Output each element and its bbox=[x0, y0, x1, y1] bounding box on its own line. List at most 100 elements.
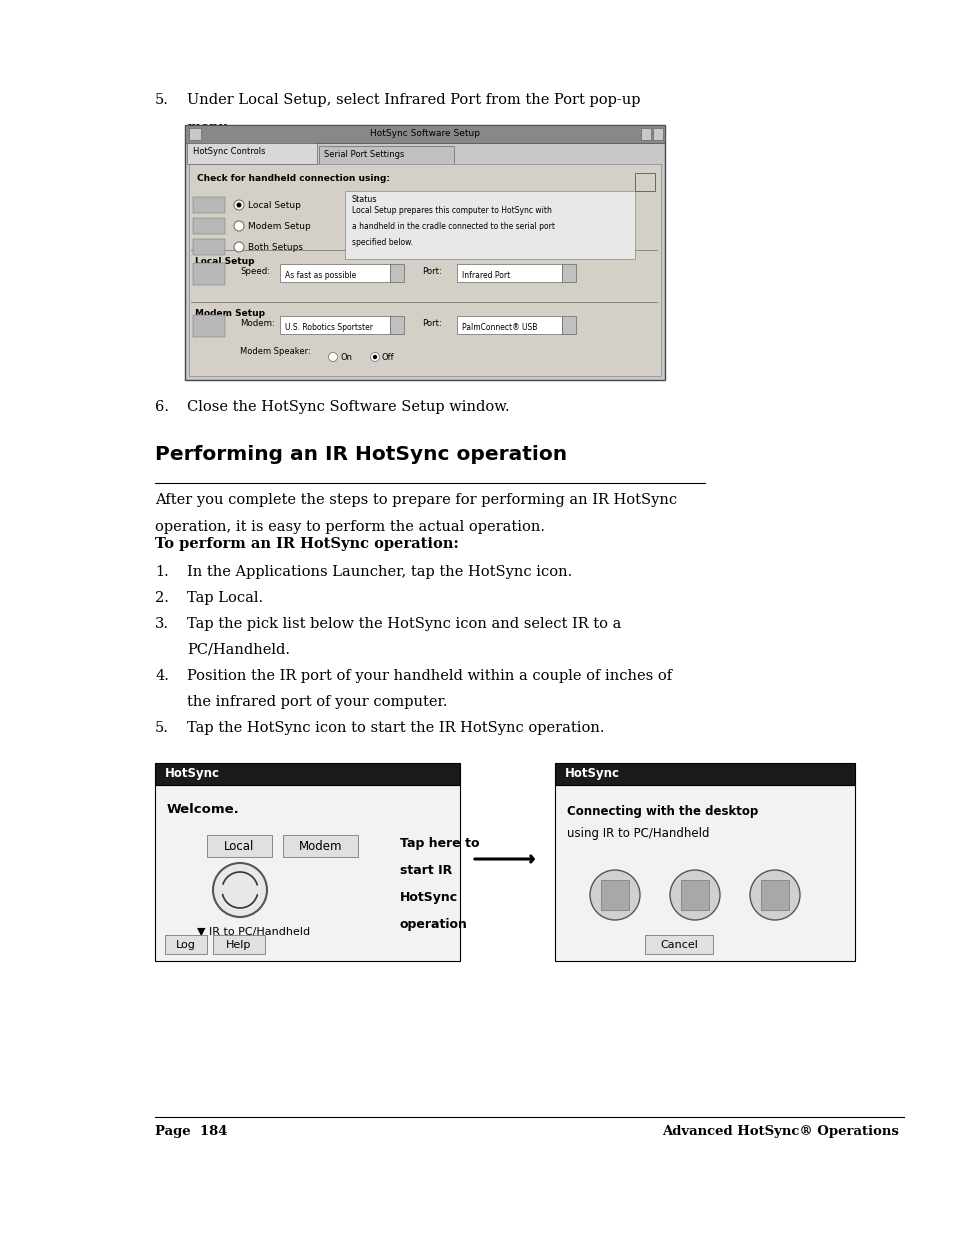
Text: Speed:: Speed: bbox=[240, 267, 270, 275]
Text: ▼: ▼ bbox=[566, 324, 571, 329]
Circle shape bbox=[370, 352, 379, 362]
Text: Modem Speaker:: Modem Speaker: bbox=[240, 347, 311, 356]
Text: Modem Setup: Modem Setup bbox=[194, 309, 265, 317]
Text: operation, it is easy to perform the actual operation.: operation, it is easy to perform the act… bbox=[154, 520, 544, 534]
Text: ▼: ▼ bbox=[395, 270, 399, 275]
Bar bbox=[635, 173, 655, 191]
Text: Local Setup: Local Setup bbox=[248, 201, 300, 210]
Text: ?: ? bbox=[642, 178, 647, 186]
Text: 3.: 3. bbox=[154, 618, 169, 631]
Text: Infrared Port: Infrared Port bbox=[461, 270, 510, 280]
Text: HotSync: HotSync bbox=[165, 767, 220, 781]
Text: Serial Port Settings: Serial Port Settings bbox=[324, 149, 404, 159]
Text: PC/Handheld.: PC/Handheld. bbox=[187, 643, 290, 657]
Text: To perform an IR HotSync operation:: To perform an IR HotSync operation: bbox=[154, 537, 458, 551]
FancyBboxPatch shape bbox=[213, 935, 265, 953]
FancyBboxPatch shape bbox=[283, 835, 357, 857]
Bar bbox=[185, 125, 664, 143]
Bar bbox=[640, 128, 650, 140]
Text: Close the HotSync Software Setup window.: Close the HotSync Software Setup window. bbox=[187, 400, 509, 414]
Bar bbox=[555, 763, 854, 785]
Circle shape bbox=[328, 352, 337, 362]
Text: menu.: menu. bbox=[187, 121, 233, 135]
Text: 4.: 4. bbox=[154, 669, 169, 683]
Text: 2.: 2. bbox=[154, 592, 169, 605]
Circle shape bbox=[669, 869, 720, 920]
Text: Under Local Setup, select Infrared Port from the Port pop-up: Under Local Setup, select Infrared Port … bbox=[187, 93, 639, 107]
Text: 5.: 5. bbox=[154, 93, 169, 107]
Text: Port:: Port: bbox=[421, 319, 441, 329]
Bar bbox=[345, 191, 635, 259]
Bar bbox=[456, 264, 561, 282]
Bar bbox=[280, 316, 390, 333]
Bar bbox=[561, 316, 576, 333]
Bar bbox=[456, 316, 561, 333]
Text: Both Setups: Both Setups bbox=[248, 243, 303, 252]
Bar bbox=[193, 198, 225, 212]
Circle shape bbox=[213, 863, 267, 918]
Bar bbox=[187, 143, 316, 164]
Bar bbox=[561, 264, 576, 282]
Bar bbox=[189, 164, 660, 375]
Text: HotSync Software Setup: HotSync Software Setup bbox=[370, 130, 479, 138]
Bar bbox=[390, 264, 403, 282]
Text: Check for handheld connection using:: Check for handheld connection using: bbox=[196, 174, 390, 183]
Bar bbox=[390, 316, 403, 333]
Text: As fast as possible: As fast as possible bbox=[285, 270, 355, 280]
Text: Performing an IR HotSync operation: Performing an IR HotSync operation bbox=[154, 445, 566, 464]
Text: Connecting with the desktop: Connecting with the desktop bbox=[566, 805, 758, 818]
Bar bbox=[760, 881, 788, 910]
Text: Cancel: Cancel bbox=[659, 940, 698, 950]
Text: 6.: 6. bbox=[154, 400, 169, 414]
Bar bbox=[280, 264, 390, 282]
Bar bbox=[555, 785, 854, 961]
Circle shape bbox=[749, 869, 800, 920]
Circle shape bbox=[236, 203, 241, 207]
Text: Modem: Modem bbox=[298, 840, 342, 852]
Text: Position the IR port of your handheld within a couple of inches of: Position the IR port of your handheld wi… bbox=[187, 669, 672, 683]
Text: In the Applications Launcher, tap the HotSync icon.: In the Applications Launcher, tap the Ho… bbox=[187, 564, 572, 579]
Text: Help: Help bbox=[226, 940, 252, 950]
Text: Page  184: Page 184 bbox=[154, 1125, 227, 1137]
Text: Port:: Port: bbox=[421, 267, 441, 275]
Text: 5.: 5. bbox=[154, 721, 169, 735]
Circle shape bbox=[233, 221, 244, 231]
Text: Modem:: Modem: bbox=[240, 319, 274, 329]
Text: Status: Status bbox=[352, 195, 377, 204]
Text: U.S. Robotics Sportster: U.S. Robotics Sportster bbox=[285, 324, 373, 332]
Text: HotSync: HotSync bbox=[399, 890, 457, 904]
Bar bbox=[185, 125, 664, 380]
Text: 1.: 1. bbox=[154, 564, 169, 579]
Text: Off: Off bbox=[381, 353, 395, 362]
Text: specified below.: specified below. bbox=[352, 238, 413, 247]
Text: HotSync: HotSync bbox=[564, 767, 619, 781]
Circle shape bbox=[373, 354, 376, 359]
Text: ▼ IR to PC/Handheld: ▼ IR to PC/Handheld bbox=[196, 927, 310, 937]
Bar bbox=[680, 881, 708, 910]
Text: Modem Setup: Modem Setup bbox=[248, 222, 311, 231]
Text: On: On bbox=[339, 353, 352, 362]
Text: Tap Local.: Tap Local. bbox=[187, 592, 263, 605]
Text: Advanced HotSync® Operations: Advanced HotSync® Operations bbox=[661, 1125, 898, 1137]
Bar bbox=[193, 315, 225, 337]
Text: a handheld in the cradle connected to the serial port: a handheld in the cradle connected to th… bbox=[352, 222, 555, 231]
Text: the infrared port of your computer.: the infrared port of your computer. bbox=[187, 695, 447, 709]
Text: Tap the pick list below the HotSync icon and select IR to a: Tap the pick list below the HotSync icon… bbox=[187, 618, 620, 631]
Text: ▼: ▼ bbox=[566, 270, 571, 275]
Bar bbox=[193, 219, 225, 233]
Text: After you complete the steps to prepare for performing an IR HotSync: After you complete the steps to prepare … bbox=[154, 493, 677, 508]
Text: Log: Log bbox=[176, 940, 195, 950]
Text: Local: Local bbox=[224, 840, 254, 852]
Bar bbox=[193, 240, 225, 254]
Circle shape bbox=[233, 242, 244, 252]
Text: PalmConnect® USB: PalmConnect® USB bbox=[461, 324, 537, 332]
Circle shape bbox=[589, 869, 639, 920]
Text: ▼: ▼ bbox=[395, 324, 399, 329]
Bar bbox=[154, 785, 459, 961]
Bar bbox=[189, 128, 201, 140]
Bar bbox=[600, 881, 628, 910]
Text: Local Setup: Local Setup bbox=[194, 257, 254, 266]
Text: Tap the HotSync icon to start the IR HotSync operation.: Tap the HotSync icon to start the IR Hot… bbox=[187, 721, 604, 735]
Text: Welcome.: Welcome. bbox=[167, 803, 239, 816]
FancyBboxPatch shape bbox=[207, 835, 272, 857]
